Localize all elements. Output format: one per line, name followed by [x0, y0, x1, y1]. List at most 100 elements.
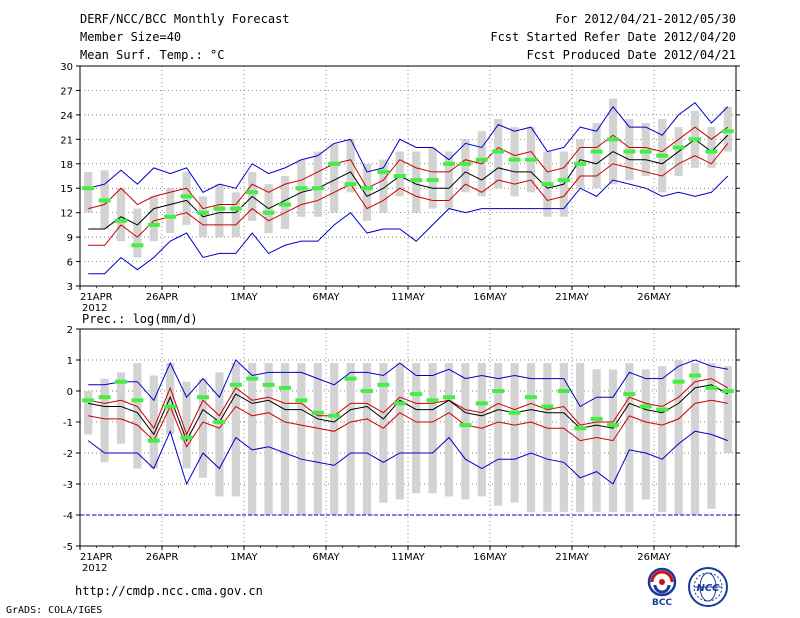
temp-xtick-label: 21APR	[80, 292, 113, 303]
temp-clim-marker	[262, 210, 275, 215]
prec-spread-bar	[526, 363, 536, 512]
temp-spread-bar	[379, 159, 388, 213]
prec-spread-bar	[412, 363, 421, 494]
temp-clim-marker	[574, 161, 587, 166]
temp-spread-bar	[461, 139, 470, 193]
temp-spread-bar	[428, 147, 437, 209]
prec-clim-marker	[705, 385, 718, 390]
prec-clim-marker	[82, 398, 95, 403]
prec-spread-bar	[576, 363, 585, 512]
prec-clim-marker	[180, 435, 193, 440]
prec-ytick-label: 0	[67, 387, 73, 398]
temp-ytick-label: 9	[67, 233, 73, 244]
temp-panel: 3 6 9 12 15 18 21 24 27 30 21APR 26APR 1MAY 6MAY 11MAY…	[60, 62, 740, 314]
prec-clim-marker	[475, 401, 488, 406]
temp-clim-marker	[672, 145, 685, 150]
temp-xtick-label: 26MAY	[637, 292, 671, 303]
prec-spread-bar	[658, 366, 667, 512]
prec-line-ensemble-median	[88, 384, 729, 442]
prec-spread-bar	[395, 363, 404, 500]
temp-spread-bar	[395, 151, 404, 197]
prec-spread-bar	[494, 363, 503, 506]
prec-xtick-label: 21APR	[80, 552, 113, 563]
prec-spread-bar	[707, 363, 716, 509]
temp-clim-marker	[164, 214, 177, 219]
prec-spread-bar	[215, 372, 224, 497]
temp-ytick-label: 3	[67, 282, 73, 293]
prec-spread-bar	[264, 363, 273, 515]
temp-spread-bar	[231, 192, 240, 238]
temp-clim-marker	[426, 178, 439, 183]
temp-spread-bar	[412, 151, 421, 213]
prec-spread-bar	[346, 363, 355, 515]
prec-spread-bar	[543, 363, 552, 512]
temp-clim-marker	[525, 157, 537, 162]
prec-spread-bar	[182, 381, 191, 469]
temp-line-ensemble-median	[88, 134, 729, 230]
prec-spread-bar	[231, 363, 240, 497]
prec-xtick-label: 26MAY	[637, 552, 671, 563]
temp-clim-marker	[459, 161, 472, 166]
prec-spread-bar	[379, 363, 388, 503]
prec-clim-marker	[279, 385, 291, 390]
temp-clim-marker	[311, 186, 324, 191]
temp-spread-bar	[280, 176, 290, 229]
temp-xtick-label: 16MAY	[473, 292, 507, 303]
temp-clim-marker	[607, 137, 619, 142]
prec-clim-marker	[459, 423, 472, 428]
temp-spread-bar	[608, 98, 618, 185]
prec-clim-marker	[377, 382, 390, 387]
temp-spread-bar	[149, 196, 158, 242]
prec-spread-bar	[330, 363, 339, 515]
temp-ytick-label: 15	[60, 184, 73, 195]
temp-ytick-label: 30	[60, 62, 73, 73]
temp-spread-bar	[723, 106, 732, 152]
prec-panel: -5 -4 -3 -2 -1 0 1 2 21APR 26APR 1MAY 6MAY 11MAY 16MA…	[63, 325, 740, 574]
prec-xtick-label: 6MAY	[312, 552, 340, 563]
prec-line-ensemble-max	[88, 359, 728, 408]
prec-clim-marker	[147, 438, 160, 443]
source-url[interactable]: http://cmdp.ncc.cma.gov.cn	[75, 584, 263, 598]
prec-spread-bar	[559, 363, 568, 512]
member-size: Member Size=40	[80, 30, 182, 44]
prec-spread-bar	[641, 369, 650, 500]
temp-spread-bar	[346, 139, 355, 193]
prec-ytick-label: 2	[67, 325, 73, 336]
prec-clim-marker	[623, 392, 636, 397]
prec-spread-bar	[248, 363, 257, 515]
temp-ytick-label: 12	[60, 209, 73, 220]
temp-xtick-label: 26APR	[146, 292, 179, 303]
prec-year-label: 2012	[82, 563, 107, 574]
temp-line-ensemble-max	[88, 101, 729, 193]
prec-clim-marker	[492, 389, 505, 393]
ncc-logo-text: NCC	[696, 583, 720, 594]
temp-clim-marker	[344, 182, 357, 187]
prec-clim-marker	[197, 395, 209, 400]
prec-ytick-label: -3	[63, 480, 73, 491]
prec-clim-marker	[328, 413, 341, 418]
temp-clim-marker	[377, 169, 390, 174]
temp-spread-bar	[182, 171, 191, 225]
prec-spread-bar	[477, 363, 486, 497]
prec-ytick-label: -4	[63, 511, 73, 522]
temp-clim-marker	[98, 198, 111, 203]
prec-panel-title: Prec.: log(mm/d)	[82, 312, 198, 326]
prec-spread-bar	[510, 363, 519, 503]
prec-clim-marker	[344, 376, 357, 381]
prec-clim-marker	[98, 395, 111, 400]
temp-clim-marker	[689, 137, 701, 142]
temp-clim-marker	[115, 218, 127, 223]
prec-clim-marker	[574, 426, 587, 431]
prec-spread-bar	[690, 363, 700, 515]
forecast-period: For 2012/04/21-2012/05/30	[555, 12, 736, 26]
prec-xtick-label: 1MAY	[230, 552, 258, 563]
temp-ytick-label: 24	[60, 111, 73, 122]
prec-clim-marker	[361, 389, 373, 393]
prec-ytick-label: -2	[63, 449, 73, 460]
temp-clim-marker	[393, 174, 406, 178]
prec-spread-bar	[149, 375, 158, 469]
temp-xtick-label: 6MAY	[312, 292, 340, 303]
temp-ytick-label: 18	[60, 160, 73, 171]
forecast-produced-date: Fcst Produced Date 2012/04/21	[526, 48, 736, 62]
